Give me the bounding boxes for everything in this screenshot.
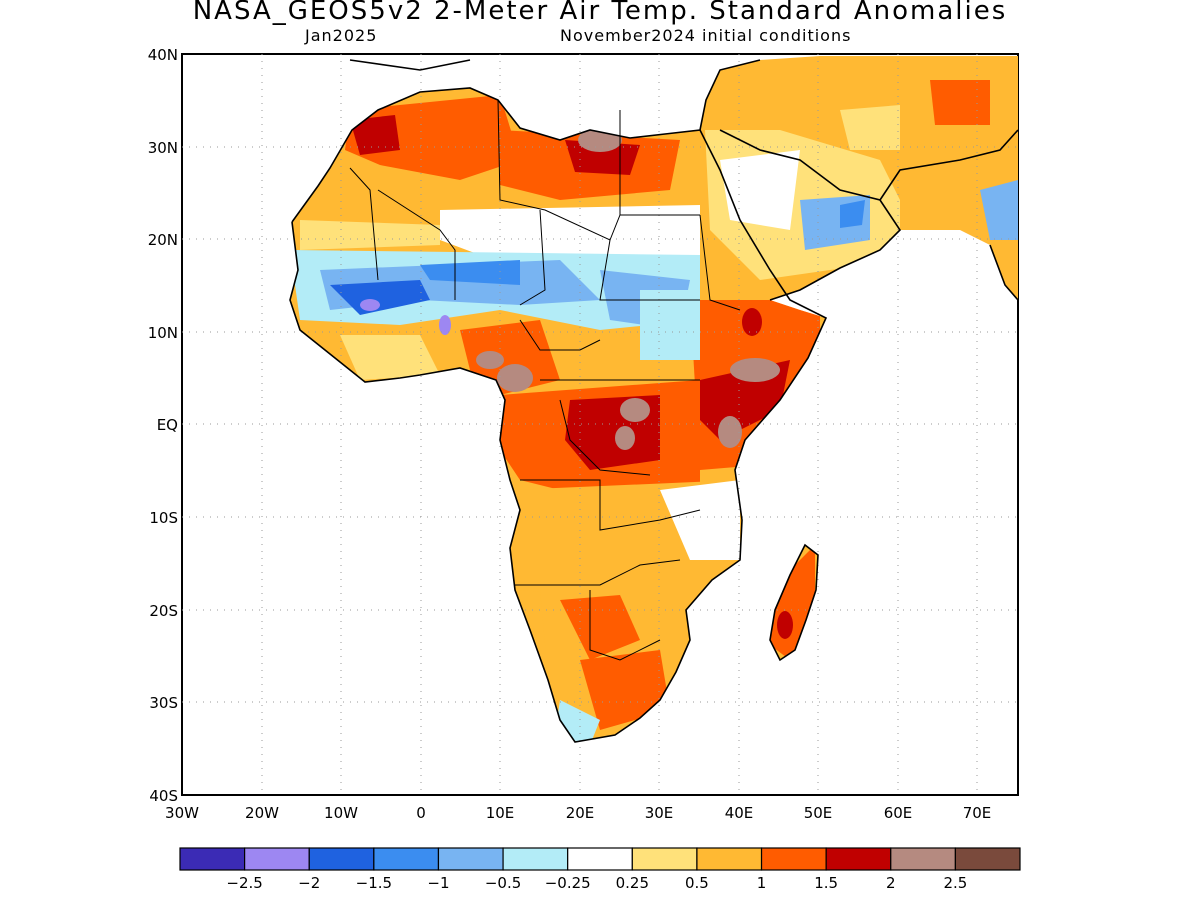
ytick-label: 40N — [148, 46, 178, 64]
xtick-label: 30W — [165, 804, 199, 822]
ytick-label: 30N — [148, 139, 178, 157]
colorbar-swatch — [696, 847, 763, 871]
colorbar — [179, 847, 1021, 871]
xtick-label: 40E — [725, 804, 754, 822]
colorbar-swatch — [179, 847, 246, 871]
ytick-label: 10N — [148, 324, 178, 342]
colorbar-swatch — [373, 847, 440, 871]
xtick-label: 10E — [486, 804, 515, 822]
initial-conditions: November2024 initial conditions — [560, 26, 852, 45]
xtick-label: 10W — [324, 804, 358, 822]
colorbar-labels: −2.5 −2 −1.5 −1 −0.5 −0.25 0.25 0.5 1 1.5 2 2.5 — [226, 874, 967, 892]
xtick-label: 20W — [245, 804, 279, 822]
xtick-label: 30E — [645, 804, 674, 822]
colorbar-swatch — [244, 847, 310, 871]
xtick-label: 0 — [416, 804, 426, 822]
colorbar-label: 1.5 — [814, 874, 838, 892]
colorbar-label: −2 — [298, 874, 320, 892]
colorbar-label: −2.5 — [226, 874, 262, 892]
colorbar-swatch — [760, 847, 827, 871]
country-borders — [349, 99, 741, 661]
colorbar-label: −1.5 — [356, 874, 392, 892]
colorbar-swatch — [631, 847, 698, 871]
chart-title: NASA_GEOS5v2 2-Meter Air Temp. Standard … — [192, 0, 1008, 26]
colorbar-swatch — [308, 847, 375, 871]
colorbar-label: 1 — [757, 874, 767, 892]
x-axis-labels: 30W 20W 10W 0 10E 20E 30E 40E 50E 60E 70… — [165, 804, 991, 822]
colorbar-label: −0.5 — [485, 874, 521, 892]
colorbar-label: −0.25 — [545, 874, 591, 892]
xtick-label: 70E — [963, 804, 992, 822]
ytick-label: EQ — [157, 416, 178, 434]
colorbar-swatch — [954, 847, 1021, 871]
colorbar-swatch — [825, 847, 892, 871]
xtick-label: 50E — [804, 804, 833, 822]
colorbar-label: 0.5 — [685, 874, 709, 892]
ytick-label: 20S — [149, 602, 178, 620]
colorbar-label: 2.5 — [943, 874, 967, 892]
colorbar-swatch — [890, 847, 956, 871]
ytick-label: 40S — [149, 787, 178, 805]
y-axis-labels: 40N 30N 20N 10N EQ 10S 20S 30S 40S — [148, 46, 178, 805]
colorbar-label: −1 — [427, 874, 449, 892]
ytick-label: 20N — [148, 231, 178, 249]
xtick-label: 20E — [566, 804, 595, 822]
colorbar-label: 2 — [886, 874, 896, 892]
ytick-label: 10S — [149, 509, 178, 527]
colorbar-label: 0.25 — [616, 874, 649, 892]
colorbar-swatch — [567, 847, 633, 871]
ytick-label: 30S — [149, 694, 178, 712]
forecast-month: Jan2025 — [305, 26, 378, 45]
coastlines — [289, 59, 1018, 743]
xtick-label: 60E — [884, 804, 913, 822]
colorbar-swatch — [437, 847, 504, 871]
colorbar-swatch — [502, 847, 569, 871]
